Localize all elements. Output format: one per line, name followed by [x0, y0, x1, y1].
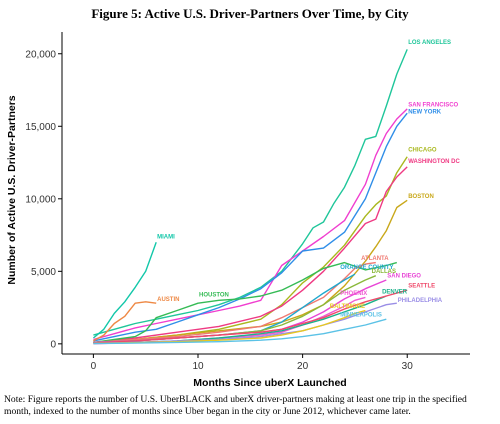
x-axis-title: Months Since uberX Launched	[193, 377, 346, 389]
series-label-phoenix: PHOENIX	[340, 291, 367, 297]
series-label-los-angeles: LOS ANGELES	[408, 40, 451, 46]
series-line-los-angeles	[93, 49, 408, 336]
series-line-new-york	[93, 112, 408, 342]
series-label-minneapolis: MINNEAPOLIS	[340, 313, 382, 319]
y-tick-label: 0	[50, 339, 56, 350]
y-tick-label: 15,000	[25, 122, 56, 133]
series-line-san-francisco	[93, 108, 408, 341]
figure-note: Note: Figure reports the number of U.S. …	[4, 394, 467, 417]
series-line-atlanta	[93, 261, 376, 344]
series-line-washington-dc	[93, 166, 408, 344]
series-label-san-francisco: SAN FRANCISCO	[408, 102, 458, 108]
series-label-san-diego: SAN DIEGO	[387, 274, 421, 280]
figure-title: Figure 5: Active U.S. Driver-Partners Ov…	[91, 6, 409, 21]
y-tick-label: 10,000	[25, 194, 56, 205]
series-label-houston: HOUSTON	[199, 292, 229, 298]
y-tick-label: 20,000	[25, 49, 56, 60]
series-line-austin	[93, 301, 157, 342]
y-tick-label: 5,000	[31, 267, 56, 278]
y-axis-title: Number of Active U.S. Driver-Partners	[6, 95, 18, 284]
x-tick-label: 0	[91, 361, 97, 372]
series-label-orange-county: ORANGE COUNTY	[340, 265, 393, 271]
chart-series-lines	[92, 49, 408, 345]
series-label-washington-dc: WASHINGTON DC	[408, 159, 460, 165]
series-label-philadelphia: PHILADELPHIA	[398, 298, 443, 304]
series-line-minneapolis	[93, 318, 387, 345]
series-label-new-york: NEW YORK	[408, 110, 442, 116]
series-line-miami	[92, 242, 157, 339]
x-tick-label: 20	[297, 361, 309, 372]
line-chart: 0 5,000 10,000 15,000 20,000 0 10 20 30 LOS ANGE…	[6, 32, 470, 389]
series-label-denver: DENVER	[382, 290, 408, 296]
chart-series-labels: LOS ANGELES SAN FRANCISCO NEW YORK CHICAGO W…	[157, 40, 460, 319]
series-label-seattle: SEATTLE	[408, 284, 435, 290]
series-label-atlanta: ATLANTA	[361, 256, 389, 262]
series-line-houston	[93, 261, 397, 344]
x-tick-label: 30	[402, 361, 414, 372]
series-line-seattle	[93, 289, 408, 344]
series-label-dallas: DALLAS	[372, 269, 396, 275]
series-label-baltimore: BALTIMORE	[330, 304, 365, 310]
series-label-miami: MIAMI	[157, 234, 175, 240]
series-label-austin: AUSTIN	[157, 297, 179, 303]
x-tick-label: 10	[192, 361, 204, 372]
series-label-boston: BOSTON	[408, 194, 434, 200]
chart-axes: 0 5,000 10,000 15,000 20,000 0 10 20 30	[25, 32, 470, 372]
series-label-chicago: CHICAGO	[408, 147, 437, 153]
